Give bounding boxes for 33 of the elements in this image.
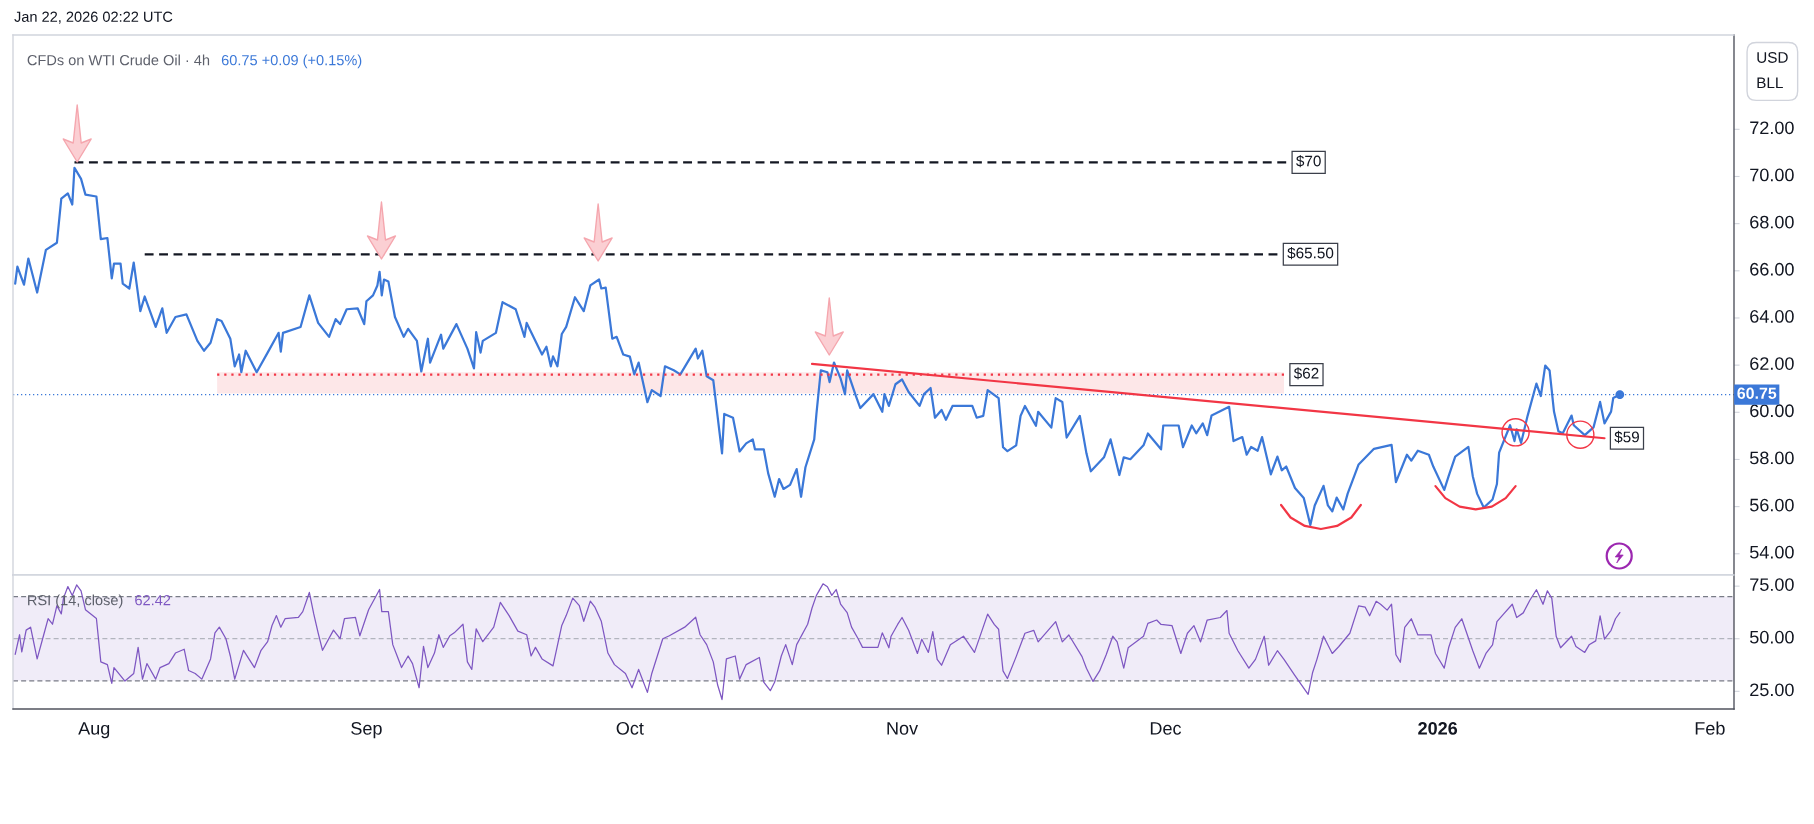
y-tick-label: 54.00 <box>1750 545 1794 559</box>
y-tick-label: 60.00 <box>1750 404 1794 418</box>
x-tick-label: Sep <box>351 721 382 739</box>
y-tick-label: 72.00 <box>1750 121 1794 135</box>
y-axis-title: USD BLL <box>1757 52 1788 89</box>
series-label: $59 <box>1614 430 1639 444</box>
y-tick-label: 68.00 <box>1750 215 1794 229</box>
line-series <box>1279 503 1362 531</box>
y-tick-label: 66.00 <box>1750 262 1794 276</box>
series-label: $65.50 <box>1287 246 1334 260</box>
x-tick-label: 2026 <box>1418 721 1458 735</box>
text: 62.42 <box>135 594 171 606</box>
x-tick-label: Oct <box>616 721 644 735</box>
x-tick-label: Aug <box>78 722 110 739</box>
y-tick-label: 50.00 <box>1750 630 1794 644</box>
y-tick-label: 62.00 <box>1750 357 1794 370</box>
y-tick-label: 58.00 <box>1750 451 1794 465</box>
y-tick-label: 70.00 <box>1750 168 1794 182</box>
x-tick-label: Dec <box>1150 722 1182 735</box>
line-series <box>1434 484 1517 511</box>
y-tick-label: 56.00 <box>1750 498 1794 512</box>
text: CFDs on WTI Crude Oil · 4h <box>27 54 210 66</box>
x-tick-label: Feb <box>1695 721 1725 735</box>
line-series <box>14 583 1621 701</box>
ref-line-label: 60.75 <box>1737 387 1777 399</box>
y-tick-label: 75.00 <box>1750 578 1794 591</box>
series-label: $70 <box>1296 154 1321 168</box>
text: 60.75 +0.09 (+0.15%) <box>221 54 362 69</box>
y-tick-label: 25.00 <box>1750 683 1794 697</box>
text: Jan 22, 2026 02:22 UTC <box>14 11 173 24</box>
series-label: $62 <box>1293 367 1319 380</box>
x-tick-label: Nov <box>887 722 919 735</box>
y-tick-label: 64.00 <box>1750 310 1794 323</box>
